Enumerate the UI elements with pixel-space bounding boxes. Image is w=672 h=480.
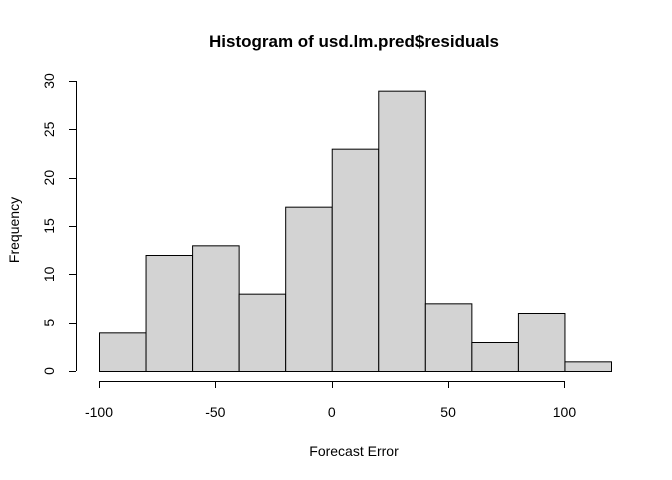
- histogram-bars: [99, 90, 612, 373]
- y-tick-label: 15: [41, 218, 57, 234]
- y-tick-label: 5: [41, 319, 57, 327]
- y-tick-label: 10: [41, 266, 57, 282]
- histogram-bar: [192, 245, 240, 372]
- histogram-bar: [238, 293, 287, 372]
- x-tick-label: -100: [85, 404, 113, 420]
- y-axis-label: Frequency: [6, 197, 22, 263]
- chart-title: Histogram of usd.lm.pred$residuals: [209, 32, 499, 51]
- histogram-bar: [564, 361, 612, 373]
- histogram-bar: [285, 206, 333, 372]
- x-tick-label: 0: [328, 404, 336, 420]
- histogram-bar: [471, 342, 519, 372]
- histogram-bar: [99, 332, 147, 373]
- y-tick-label: 20: [41, 170, 57, 186]
- x-tick-label: -50: [205, 404, 225, 420]
- y-tick-label: 0: [41, 367, 57, 375]
- x-axis: -100 -50 0 50 100: [85, 381, 576, 420]
- y-tick-label: 25: [41, 121, 57, 137]
- y-axis: 0 5 10 15 20 25 30: [41, 73, 77, 375]
- y-tick-label: 30: [41, 73, 57, 89]
- x-tick-label: 50: [440, 404, 456, 420]
- histogram-bar: [378, 90, 426, 373]
- x-tick-label: 100: [553, 404, 577, 420]
- histogram-bar: [424, 303, 473, 373]
- histogram-bar: [517, 313, 566, 372]
- histogram-bar: [145, 255, 194, 372]
- x-axis-label: Forecast Error: [309, 443, 399, 459]
- histogram-bar: [331, 148, 380, 372]
